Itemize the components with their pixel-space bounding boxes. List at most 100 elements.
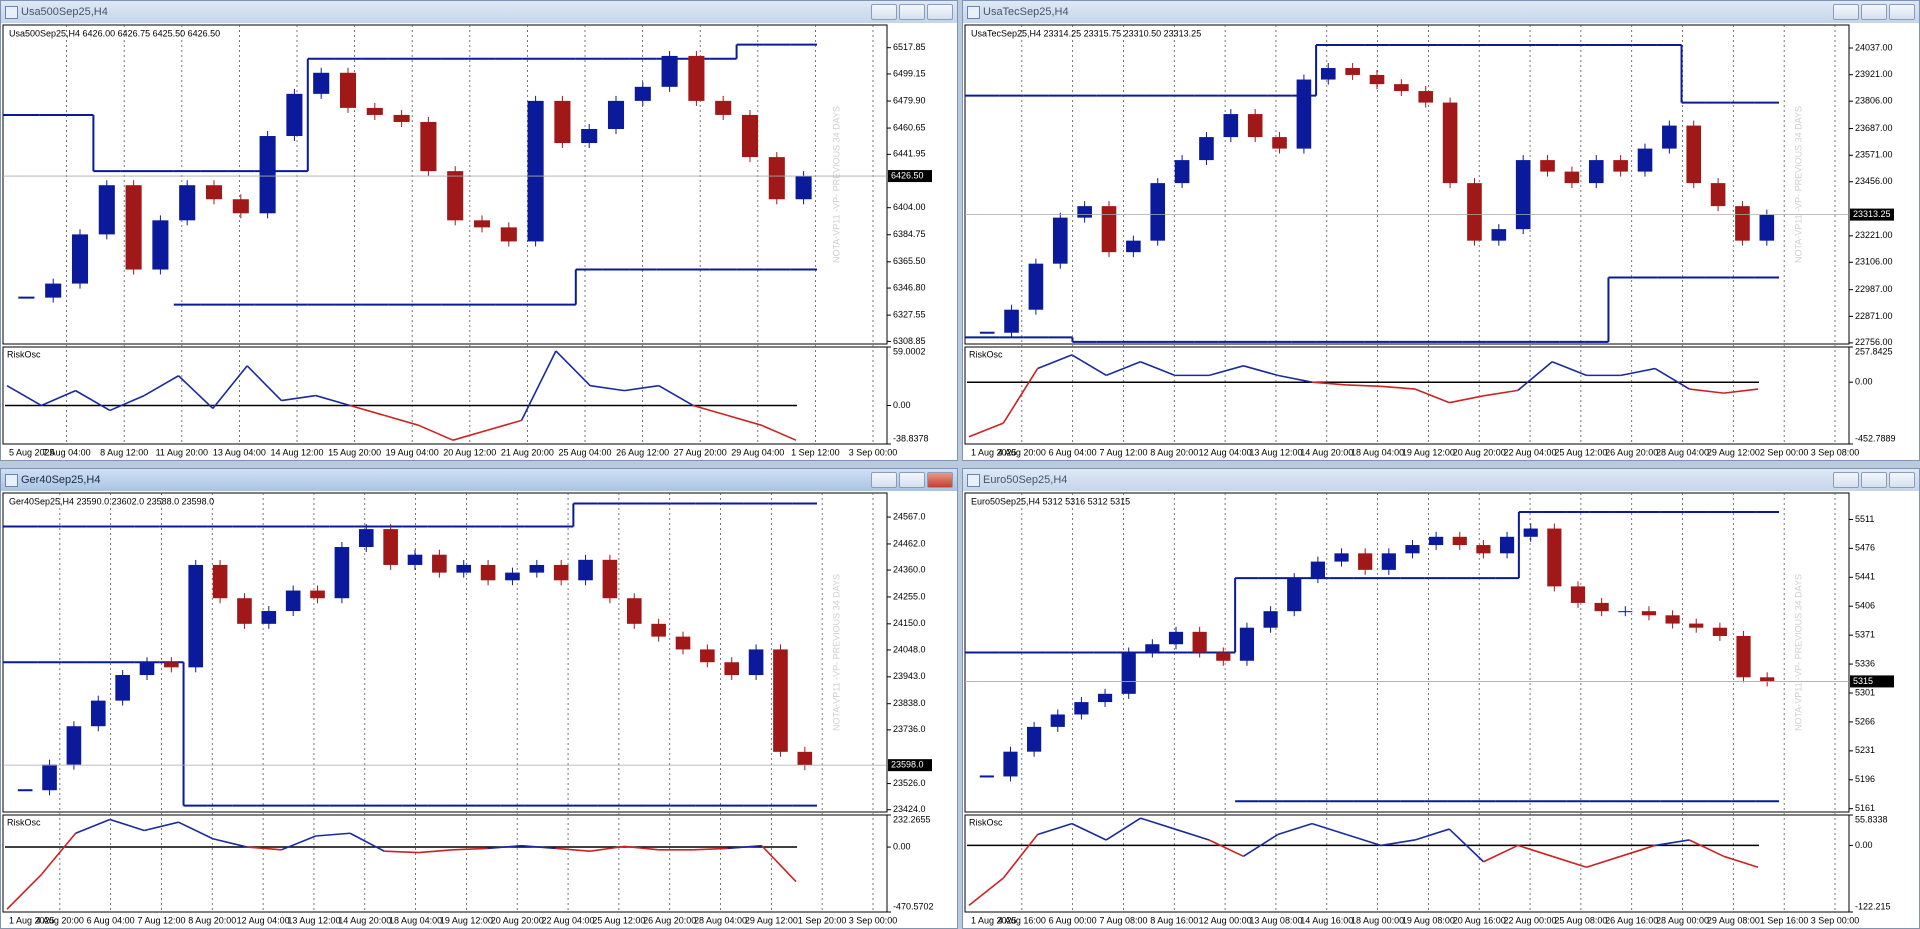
- osc-segment: [727, 844, 762, 850]
- time-label: 25 Aug 12:00: [592, 915, 645, 925]
- watermark: NOTA-VP11 -VP- PREVIOUS 34 DAYS: [831, 574, 841, 731]
- candle: [1442, 102, 1458, 184]
- osc-segment: [658, 384, 694, 407]
- candle: [1452, 536, 1467, 546]
- candle: [1570, 586, 1586, 603]
- candle: [1637, 148, 1653, 172]
- candle: [661, 55, 678, 87]
- osc-segment: [452, 847, 488, 851]
- minimize-button[interactable]: [871, 472, 897, 488]
- osc-segment: [1208, 839, 1244, 858]
- osc-segment: [281, 394, 316, 402]
- time-label: 13 Aug 08:00: [1249, 915, 1302, 925]
- osc-segment: [1071, 822, 1107, 841]
- osc-segment: [761, 424, 797, 441]
- osc-segment: [521, 844, 556, 850]
- candle: [339, 72, 357, 108]
- osc-segment: [1551, 360, 1587, 377]
- candle: [1101, 206, 1117, 253]
- candle: [1216, 652, 1231, 661]
- minimize-button[interactable]: [871, 4, 897, 20]
- candle: [768, 157, 785, 200]
- osc-segment: [1414, 828, 1450, 841]
- time-label: 27 Aug 20:00: [674, 447, 727, 457]
- symbol-header: UsaTecSep25,H4 23314.25 23315.75 23310.5…: [971, 28, 1201, 38]
- candle: [420, 121, 437, 172]
- candle: [115, 675, 130, 701]
- y-tick-label: 6365.50: [893, 256, 926, 266]
- osc-segment: [1723, 855, 1759, 868]
- time-label: 19 Aug 12:00: [440, 915, 493, 925]
- candle: [334, 547, 350, 599]
- candle: [152, 220, 169, 270]
- osc-segment: [624, 845, 659, 851]
- time-label: 29 Aug 04:00: [731, 447, 784, 457]
- time-label: 13 Aug 04:00: [213, 447, 266, 457]
- time-label: 18 Aug 04:00: [1351, 447, 1404, 457]
- osc-segment: [1620, 844, 1656, 858]
- candle: [1618, 611, 1633, 613]
- price-label: 5315: [1853, 676, 1873, 686]
- minimize-button[interactable]: [1833, 472, 1859, 488]
- window-title: Ger40Sep25,H4: [21, 474, 101, 486]
- candle: [1394, 84, 1409, 92]
- time-label: 18 Aug 04:00: [389, 915, 442, 925]
- title-bar: Euro50Sep25,H4: [963, 469, 1919, 491]
- candle: [1126, 240, 1141, 253]
- osc-segment: [1483, 389, 1518, 397]
- y-tick-label: 6384.75: [893, 229, 926, 239]
- maximize-button[interactable]: [1861, 4, 1887, 20]
- minimize-button[interactable]: [1833, 4, 1859, 20]
- maximize-button[interactable]: [1861, 472, 1887, 488]
- y-tick-label: 5196: [1855, 774, 1875, 784]
- candle: [1287, 578, 1302, 612]
- candle: [1564, 171, 1580, 184]
- price-label: 23313.25: [1853, 209, 1891, 219]
- candle: [1320, 68, 1336, 80]
- candle: [1199, 137, 1214, 161]
- price-label: 23598.0: [891, 760, 924, 770]
- close-button[interactable]: [927, 472, 953, 488]
- close-button[interactable]: [1889, 4, 1915, 20]
- candle: [1381, 553, 1396, 570]
- candle: [286, 93, 303, 137]
- osc-segment: [384, 414, 419, 427]
- y-tick-label: 24037.00: [1855, 42, 1893, 52]
- time-label: 25 Aug 04:00: [558, 447, 611, 457]
- window-icon: [967, 6, 980, 19]
- time-label: 1 Aug 2025: [971, 915, 1017, 925]
- candle: [125, 185, 142, 270]
- window-buttons: [871, 4, 953, 20]
- maximize-button[interactable]: [899, 472, 925, 488]
- candle: [1345, 68, 1360, 75]
- y-tick-label: 5511: [1855, 514, 1874, 524]
- time-label: 3 Sep 08:00: [1811, 447, 1860, 457]
- time-label: 7 Aug 04:00: [43, 447, 91, 457]
- time-label: 7 Aug 08:00: [1099, 915, 1147, 925]
- osc-panel: [2, 346, 888, 445]
- osc-segment: [40, 832, 77, 876]
- osc-segment: [1002, 834, 1039, 879]
- candle: [1003, 751, 1018, 777]
- osc-segment: [1346, 384, 1381, 388]
- candle: [407, 554, 423, 565]
- osc-segment: [761, 845, 797, 883]
- candle: [1710, 183, 1726, 207]
- time-label: 3 Sep 00:00: [1811, 915, 1860, 925]
- time-label: 1 Sep 12:00: [791, 447, 840, 457]
- osc-segment: [75, 818, 111, 834]
- maximize-button[interactable]: [899, 4, 925, 20]
- osc-segment: [1002, 368, 1039, 424]
- time-label: 19 Aug 08:00: [1402, 915, 1455, 925]
- candle: [71, 234, 89, 284]
- candle: [358, 529, 374, 548]
- osc-segment: [693, 847, 728, 851]
- y-tick-label: 24048.0: [893, 644, 926, 654]
- close-button[interactable]: [927, 4, 953, 20]
- osc-tick-label: 55.8338: [1855, 814, 1888, 824]
- candle: [393, 114, 410, 122]
- osc-segment: [212, 365, 248, 409]
- time-label: 25 Aug 12:00: [1554, 447, 1607, 457]
- close-button[interactable]: [1889, 472, 1915, 488]
